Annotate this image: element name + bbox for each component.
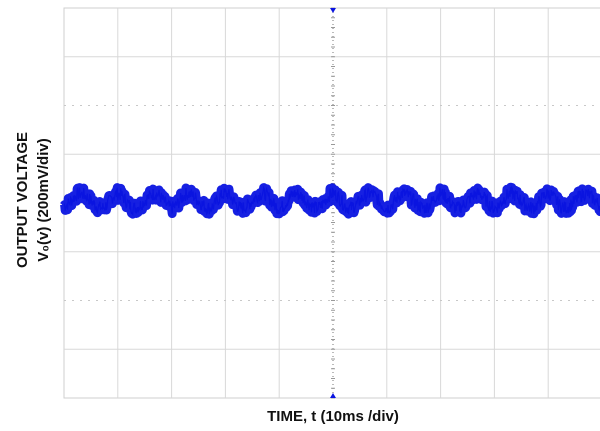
y-axis-label-line1: OUTPUT VOLTAGE (14, 131, 31, 269)
trace-series-0 (63, 185, 600, 217)
trigger-marker-top (330, 8, 336, 13)
trigger-marker-bottom (330, 393, 336, 398)
y-axis-label: OUTPUT VOLTAGE V₀(v) (200mV/div) (12, 132, 54, 268)
y-axis-label-wrap: OUTPUT VOLTAGE V₀(v) (200mV/div) (0, 0, 60, 400)
x-axis-label: TIME, t (10ms /div) (267, 408, 399, 425)
y-axis-label-line2: V₀(v) (200mV/div) (35, 138, 52, 262)
